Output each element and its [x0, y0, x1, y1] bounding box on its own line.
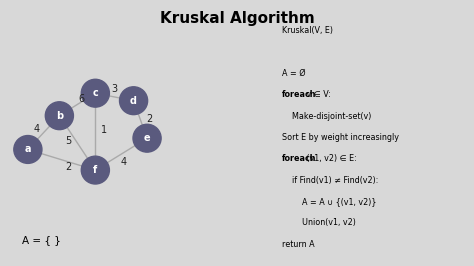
Text: if Find(v1) ≠ Find(v2):: if Find(v1) ≠ Find(v2): [282, 176, 378, 185]
Text: 3: 3 [111, 84, 118, 94]
Ellipse shape [14, 136, 42, 163]
Text: foreach: foreach [282, 154, 316, 163]
Ellipse shape [119, 87, 147, 115]
Text: Sort E by weight increasingly: Sort E by weight increasingly [282, 133, 399, 142]
Ellipse shape [81, 156, 109, 184]
Text: f: f [93, 165, 98, 175]
Text: 5: 5 [65, 136, 72, 146]
Text: 4: 4 [34, 124, 40, 134]
Ellipse shape [46, 102, 73, 130]
Text: foreach: foreach [282, 90, 316, 99]
Text: 4: 4 [120, 157, 127, 167]
Text: d: d [130, 96, 137, 106]
Text: A = Ø: A = Ø [282, 69, 305, 78]
Ellipse shape [133, 124, 161, 152]
Text: c: c [92, 88, 98, 98]
Text: (v1, v2) ∈ E:: (v1, v2) ∈ E: [304, 154, 356, 163]
Text: a: a [25, 144, 31, 155]
Text: e: e [144, 133, 150, 143]
Text: 6: 6 [79, 94, 85, 104]
Text: b: b [56, 111, 63, 121]
Text: 1: 1 [101, 125, 108, 135]
Text: Kruskal Algorithm: Kruskal Algorithm [160, 11, 314, 26]
Text: 2: 2 [65, 162, 72, 172]
Text: A = { }: A = { } [21, 235, 60, 245]
Text: 2: 2 [146, 114, 153, 124]
Text: v ∈ V:: v ∈ V: [304, 90, 330, 99]
Text: Make-disjoint-set(v): Make-disjoint-set(v) [282, 112, 371, 121]
Text: A = A ∪ {(v1, v2)}: A = A ∪ {(v1, v2)} [282, 197, 376, 206]
Ellipse shape [81, 79, 109, 107]
Text: Kruskal(V, E): Kruskal(V, E) [282, 26, 332, 35]
Text: Union(v1, v2): Union(v1, v2) [282, 218, 356, 227]
Text: return A: return A [282, 240, 314, 249]
